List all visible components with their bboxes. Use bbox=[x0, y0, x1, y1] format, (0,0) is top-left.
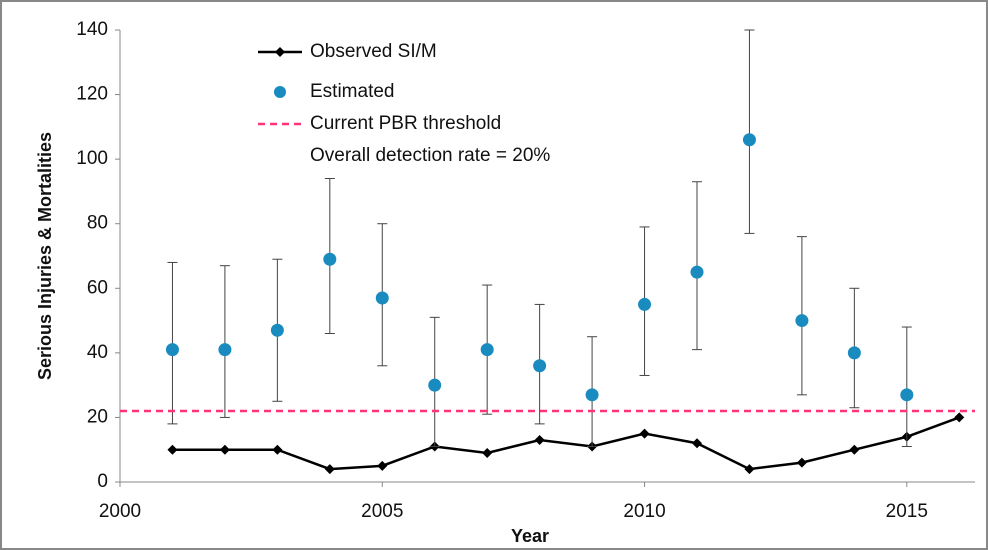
x-tick-label: 2010 bbox=[623, 501, 665, 522]
legend-label: Current PBR threshold bbox=[310, 113, 501, 134]
observed-point bbox=[639, 428, 650, 439]
estimate-point bbox=[690, 265, 704, 279]
observed-point bbox=[744, 464, 755, 475]
observed-point bbox=[324, 464, 335, 475]
estimate-point bbox=[270, 323, 284, 337]
estimate-point bbox=[480, 343, 494, 357]
observed-point bbox=[849, 444, 860, 455]
legend-swatch bbox=[275, 47, 285, 57]
legend-swatch bbox=[274, 86, 286, 98]
observed-point bbox=[691, 438, 702, 449]
estimate-point bbox=[218, 343, 232, 357]
observed-point bbox=[219, 444, 230, 455]
estimate-point bbox=[900, 388, 914, 402]
observed-point bbox=[272, 444, 283, 455]
y-tick-label: 120 bbox=[76, 84, 108, 105]
y-tick-label: 0 bbox=[97, 471, 108, 492]
annotation: Overall detection rate = 20% bbox=[310, 145, 550, 166]
estimate-point bbox=[847, 346, 861, 360]
y-tick-label: 140 bbox=[76, 19, 108, 40]
legend-label: Estimated bbox=[310, 81, 394, 102]
estimate-point bbox=[165, 343, 179, 357]
estimate-point bbox=[795, 314, 809, 328]
observed-point bbox=[167, 444, 178, 455]
y-tick-label: 20 bbox=[87, 406, 108, 427]
estimate-point bbox=[533, 359, 547, 373]
estimate-point bbox=[323, 252, 337, 266]
x-axis-title: Year bbox=[511, 526, 549, 546]
x-tick-label: 2000 bbox=[99, 501, 141, 522]
estimate-point bbox=[638, 297, 652, 311]
legend-label: Observed SI/M bbox=[310, 41, 437, 62]
y-axis-title: Serious Injuries & Mortalities bbox=[35, 132, 55, 380]
observed-point bbox=[534, 435, 545, 446]
y-tick-label: 80 bbox=[87, 213, 108, 234]
estimate-point bbox=[742, 133, 756, 147]
estimate-point bbox=[375, 291, 389, 305]
y-tick-label: 100 bbox=[76, 148, 108, 169]
estimate-point bbox=[428, 378, 442, 392]
observed-line bbox=[172, 416, 960, 471]
y-tick-label: 60 bbox=[87, 277, 108, 298]
observed-point bbox=[954, 412, 965, 423]
observed-point bbox=[796, 457, 807, 468]
observed-point bbox=[377, 460, 388, 471]
x-tick-label: 2005 bbox=[361, 501, 403, 522]
x-tick-label: 2015 bbox=[886, 501, 928, 522]
observed-point bbox=[482, 447, 493, 458]
y-tick-label: 40 bbox=[87, 342, 108, 363]
estimate-point bbox=[585, 388, 599, 402]
